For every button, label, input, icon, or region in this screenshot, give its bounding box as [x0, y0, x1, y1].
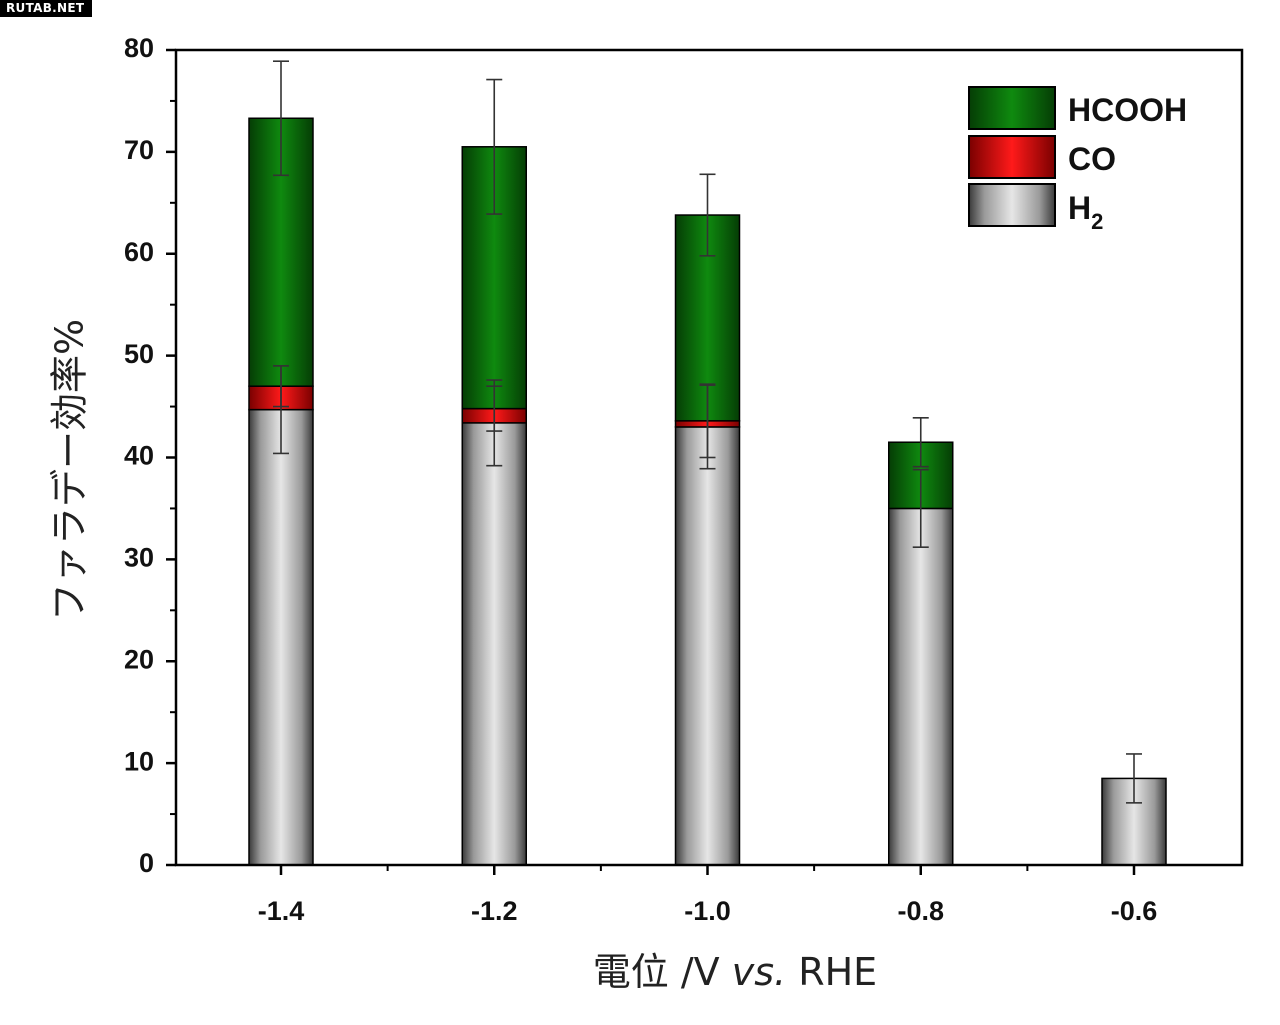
legend: HCOOH CO H2	[968, 86, 1187, 234]
legend-swatch-co	[968, 135, 1056, 179]
y-tick-label-60: 60	[124, 237, 154, 267]
x-axis-title-italic: vs.	[732, 950, 786, 994]
bar-h2-0-8	[888, 507, 954, 866]
error-bar-h2-0-8	[912, 468, 929, 548]
y-axis-title: ファラデー効率%	[48, 319, 92, 621]
bar-h2-1-4	[248, 408, 314, 866]
error-bar-hcooh-1-2	[486, 78, 503, 215]
error-bars-layer	[273, 60, 1142, 804]
y-tick-label-80: 80	[124, 33, 154, 63]
error-bar-hcooh-1-4	[273, 60, 289, 177]
error-bar-co-1-4	[273, 365, 289, 408]
x-axis: -1.4 -1.2 -1.0 -0.8 -0.6	[258, 865, 1158, 926]
bars-layer	[248, 117, 1167, 866]
watermark: RUTAB.NET	[0, 0, 93, 17]
legend-swatch-h2	[968, 183, 1056, 227]
y-tick-label-30: 30	[124, 543, 154, 573]
legend-label-hcooh: HCOOH	[1068, 92, 1187, 128]
x-tick-label-0-6: -0.6	[1111, 896, 1158, 926]
x-tick-label-1-2: -1.2	[471, 896, 518, 926]
error-bar-h2-0-6	[1126, 753, 1142, 804]
x-tick-label-0-8: -0.8	[897, 896, 944, 926]
y-tick-label-50: 50	[124, 339, 154, 369]
y-tick-label-10: 10	[124, 746, 154, 776]
y-tick-label-0: 0	[139, 848, 154, 878]
y-tick-label-70: 70	[124, 135, 154, 165]
error-bar-hcooh-1-0	[699, 173, 716, 257]
x-axis-title: 電位 /V vs. RHE	[593, 950, 877, 994]
legend-label-co: CO	[1068, 141, 1116, 177]
error-bar-co-1-2	[486, 385, 503, 432]
error-bar-co-1-0	[699, 383, 716, 459]
y-tick-label-40: 40	[124, 441, 154, 471]
x-tick-label-1-0: -1.0	[684, 896, 731, 926]
error-bar-hcooh-0-8	[912, 416, 929, 468]
x-axis-title-tail: RHE	[786, 950, 877, 994]
y-tick-label-20: 20	[124, 644, 154, 674]
y-axis: 0 10 20 30 40 50 60 70 80	[124, 33, 176, 878]
x-tick-label-1-4: -1.4	[258, 896, 305, 926]
x-axis-title-main: 電位 /V	[593, 950, 732, 994]
legend-swatch-hcooh	[968, 86, 1056, 130]
legend-label-h2: H2	[1068, 190, 1103, 234]
bar-h2-1-2	[461, 422, 527, 866]
bar-h2-1-0	[674, 426, 741, 866]
